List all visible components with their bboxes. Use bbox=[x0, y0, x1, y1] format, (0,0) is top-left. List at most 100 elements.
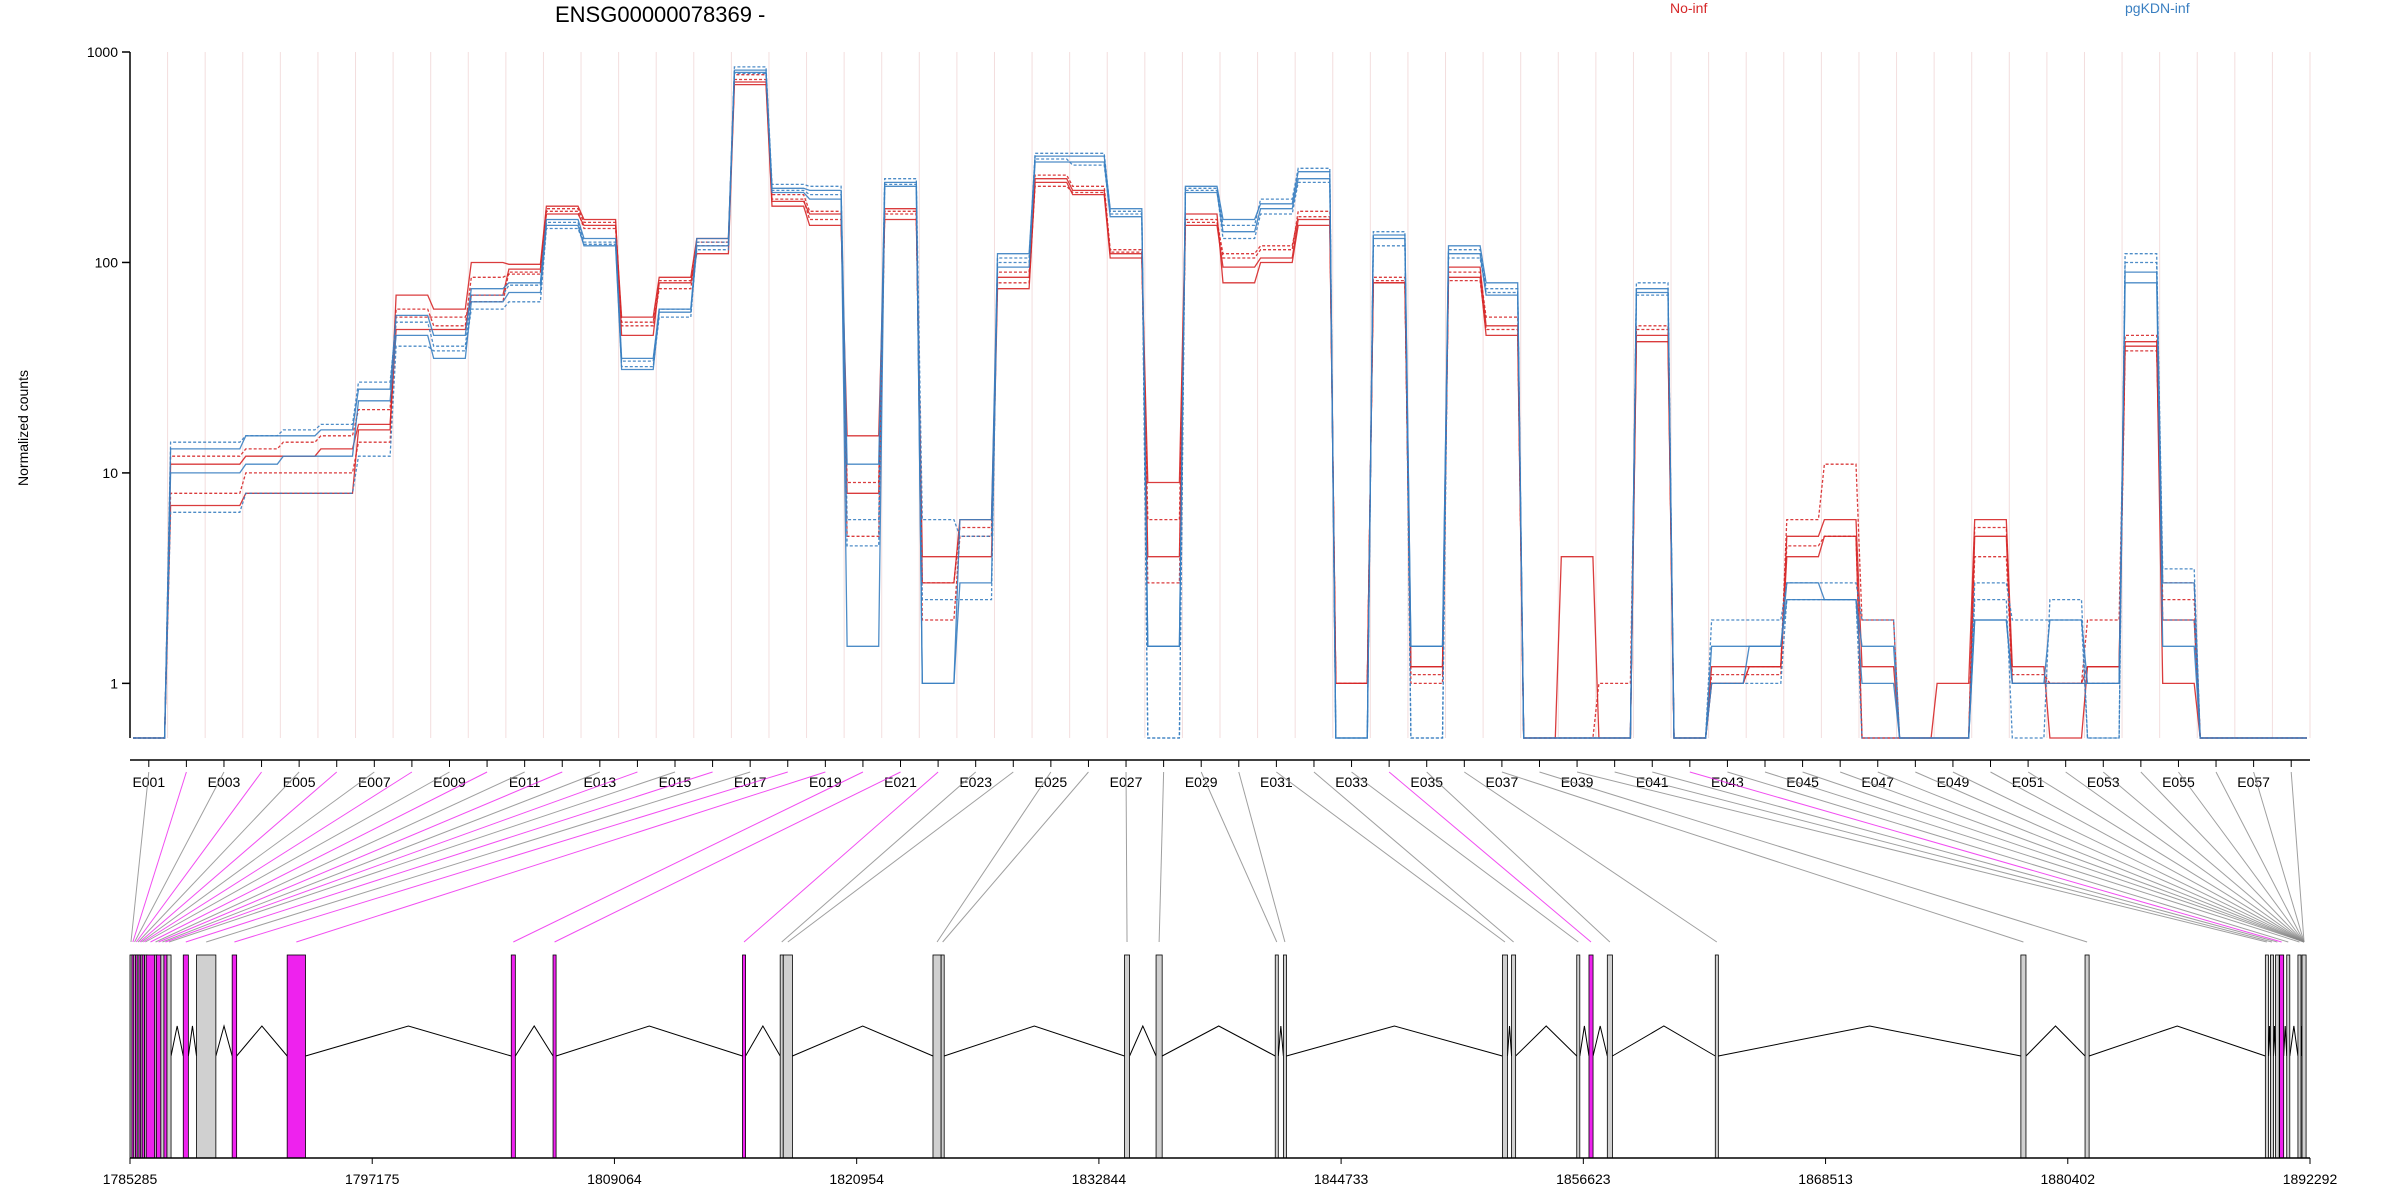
exon-connector bbox=[1539, 771, 2088, 943]
exon-connector bbox=[1614, 771, 2273, 943]
x-tick-label: E051 bbox=[2012, 774, 2045, 790]
exon-box bbox=[2286, 954, 2291, 1159]
intron bbox=[1612, 1025, 1716, 1057]
x-tick-label: E019 bbox=[809, 774, 842, 790]
exon-box bbox=[742, 954, 746, 1159]
intron bbox=[187, 1025, 198, 1057]
intron bbox=[514, 1025, 554, 1057]
exon-box bbox=[2270, 954, 2274, 1159]
intron bbox=[1277, 1025, 1284, 1057]
intron bbox=[1515, 1025, 1578, 1057]
exon-box bbox=[779, 954, 784, 1159]
intron bbox=[305, 1025, 512, 1057]
x-tick-label: E023 bbox=[959, 774, 992, 790]
exon-box bbox=[286, 954, 306, 1159]
exon-box bbox=[231, 954, 238, 1159]
intron bbox=[1506, 1025, 1513, 1057]
exon-connector bbox=[1915, 771, 2305, 943]
exon-box bbox=[1501, 954, 1508, 1159]
exon-connector bbox=[781, 771, 977, 943]
exon-connector bbox=[1952, 771, 2305, 943]
exon-box bbox=[182, 954, 189, 1159]
genome-tick-label: 1797175 bbox=[345, 1171, 400, 1187]
exon-connector bbox=[2140, 771, 2305, 943]
exon-connector bbox=[1802, 771, 2305, 943]
exon-connector bbox=[145, 771, 450, 943]
exon-connector bbox=[787, 771, 1014, 943]
x-tick-label: E011 bbox=[509, 774, 541, 790]
x-tick-label: E035 bbox=[1410, 774, 1443, 790]
intron bbox=[236, 1025, 288, 1057]
exon-connector bbox=[1426, 771, 1611, 943]
exon-connector bbox=[130, 771, 150, 943]
exon-box bbox=[2275, 954, 2280, 1159]
exon-connector bbox=[134, 771, 225, 943]
x-tick-label: E031 bbox=[1260, 774, 1293, 790]
x-tick-label: E045 bbox=[1786, 774, 1819, 790]
exon-box bbox=[196, 954, 217, 1159]
y-tick-label: 1 bbox=[110, 675, 118, 691]
x-tick-label: E049 bbox=[1937, 774, 1970, 790]
exon-connector bbox=[1464, 771, 1718, 943]
exon-connector bbox=[1313, 771, 1514, 943]
exon-box bbox=[2084, 954, 2090, 1159]
x-tick-label: E001 bbox=[132, 774, 165, 790]
exon-box bbox=[1274, 954, 1279, 1159]
exon-box bbox=[552, 954, 557, 1159]
genome-tick-label: 1785285 bbox=[103, 1171, 158, 1187]
exon-connector bbox=[143, 771, 413, 943]
series-line bbox=[133, 72, 2307, 739]
y-tick-label: 10 bbox=[102, 465, 118, 481]
intron bbox=[1161, 1025, 1276, 1057]
exon-connector bbox=[1576, 771, 2267, 943]
exon-connector bbox=[155, 771, 525, 943]
x-tick-label: E015 bbox=[659, 774, 692, 790]
x-tick-label: E007 bbox=[358, 774, 391, 790]
exon-connector bbox=[2253, 771, 2305, 943]
exon-box bbox=[1606, 954, 1613, 1159]
exon-box bbox=[1588, 954, 1594, 1159]
intron bbox=[1286, 1025, 1503, 1057]
series-line bbox=[133, 78, 2307, 739]
x-tick-label: E029 bbox=[1185, 774, 1218, 790]
exon-connector bbox=[234, 771, 788, 943]
genome-tick-label: 1844733 bbox=[1314, 1171, 1369, 1187]
exon-connector bbox=[743, 771, 939, 943]
genome-tick-label: 1820954 bbox=[829, 1171, 884, 1187]
exon-connector bbox=[1238, 771, 1286, 943]
intron bbox=[1129, 1024, 1157, 1057]
exon-connector bbox=[2102, 771, 2305, 943]
exon-connector bbox=[1840, 771, 2305, 943]
exon-connector bbox=[206, 771, 751, 943]
exon-connector bbox=[942, 771, 1089, 943]
exon-box bbox=[166, 954, 172, 1159]
exon-connector bbox=[141, 771, 375, 943]
exon-connector bbox=[135, 771, 262, 943]
exon-connector bbox=[1652, 771, 2278, 943]
intron bbox=[745, 1024, 781, 1057]
exon-connector bbox=[168, 771, 676, 943]
x-tick-label: E055 bbox=[2162, 774, 2195, 790]
exon-connector bbox=[1689, 771, 2282, 943]
genome-tick-label: 1880402 bbox=[2041, 1171, 2096, 1187]
exon-box bbox=[160, 954, 165, 1159]
exon-connector bbox=[2215, 771, 2305, 943]
genome-tick-label: 1868513 bbox=[1798, 1171, 1853, 1187]
x-tick-label: E043 bbox=[1711, 774, 1744, 790]
x-tick-label: E017 bbox=[734, 774, 767, 790]
exon-connector bbox=[554, 771, 901, 943]
intron bbox=[1579, 1025, 1590, 1057]
intron bbox=[1718, 1025, 2021, 1057]
exon-box bbox=[1714, 954, 1719, 1159]
series-line bbox=[133, 83, 2307, 739]
x-tick-label: E057 bbox=[2237, 774, 2270, 790]
genome-tick-label: 1892292 bbox=[2283, 1171, 2338, 1187]
exon-connector bbox=[1388, 771, 1592, 943]
exon-connector bbox=[1501, 771, 2024, 943]
exon-box bbox=[163, 954, 168, 1159]
intron bbox=[2025, 1025, 2086, 1057]
exon-box bbox=[2301, 954, 2307, 1159]
exon-box bbox=[782, 954, 793, 1159]
